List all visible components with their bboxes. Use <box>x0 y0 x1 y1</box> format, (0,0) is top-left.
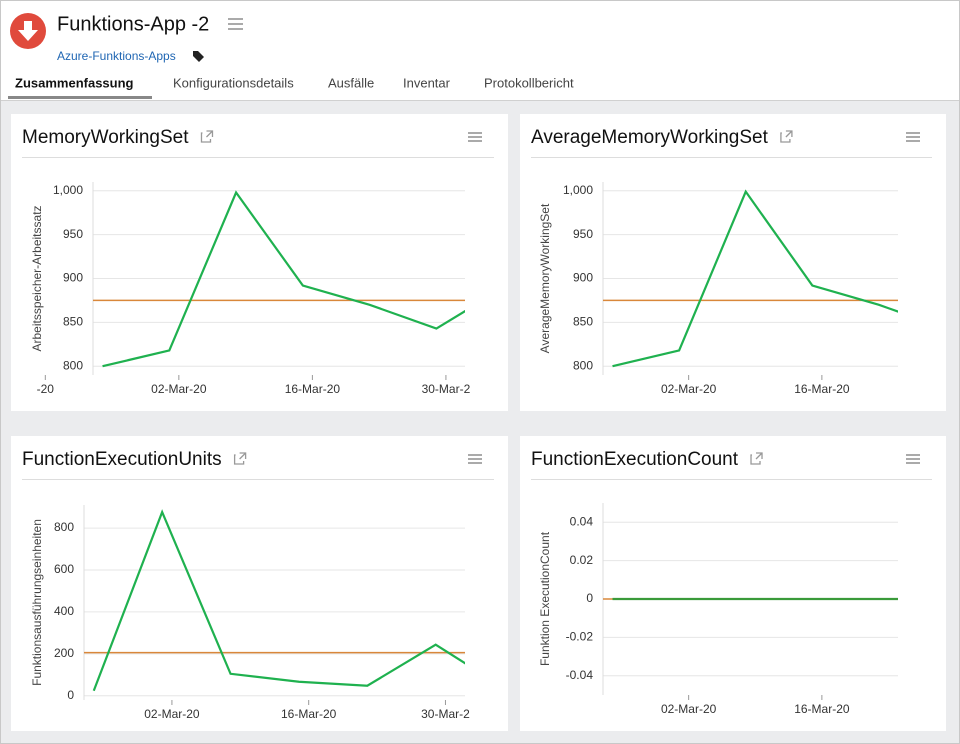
y-tick-label: 0.02 <box>570 553 594 567</box>
tab[interactable]: Konfigurationsdetails <box>173 75 294 90</box>
y-tick-label: 400 <box>54 604 74 618</box>
y-tick-label: 850 <box>573 315 593 329</box>
breadcrumb-link[interactable]: Azure-Funktions-Apps <box>57 49 176 63</box>
y-tick-label: -0.02 <box>566 630 594 644</box>
x-tick-label: 16-Mar-20 <box>281 707 337 721</box>
chart-title: FunctionExecutionUnits <box>22 449 222 470</box>
x-tick-label: 30-Mar-2 <box>421 707 470 721</box>
y-tick-label: 950 <box>63 227 83 241</box>
y-axis-title: AverageMemoryWorkingSet <box>538 203 552 353</box>
y-tick-label: 0 <box>67 688 74 702</box>
y-tick-label: 850 <box>63 315 83 329</box>
x-tick-label: 02-Mar-20 <box>661 702 717 716</box>
y-tick-label: 0.04 <box>570 514 594 528</box>
x-tick-label: 16-Mar-20 <box>285 382 341 396</box>
y-tick-label: 800 <box>54 520 74 534</box>
tab[interactable]: Zusammenfassung <box>15 75 134 90</box>
chart-title: MemoryWorkingSet <box>22 127 189 148</box>
x-tick-label: 02-Mar-20 <box>661 382 717 396</box>
chart-panel: FunctionExecutionCount 0.04 0.02 0 -0.02 -0.0… <box>520 436 946 731</box>
x-tick-label: 02-Mar-20 <box>144 707 200 721</box>
y-tick-label: 1,000 <box>53 183 83 197</box>
chart-title: AverageMemoryWorkingSet <box>531 127 769 148</box>
y-tick-label: 1,000 <box>563 183 593 197</box>
chart-panel: AverageMemoryWorkingSet 800 850 900 950 1,000… <box>520 114 946 411</box>
y-tick-label: -0.04 <box>566 668 594 682</box>
chart-panel: FunctionExecutionUnits 0 200 400 600 800 02-Ma… <box>11 436 508 731</box>
y-axis-title: Funktionsausführungseinheiten <box>30 519 44 686</box>
x-tick-label: 02-Mar-20 <box>151 382 207 396</box>
panel <box>11 436 508 731</box>
chart-panel: MemoryWorkingSet 800 850 900 950 1,000 -20 02-M… <box>11 114 508 411</box>
menu-icon[interactable] <box>228 18 243 30</box>
y-tick-label: 800 <box>573 358 593 372</box>
tab[interactable]: Ausfälle <box>328 75 374 90</box>
chart-title: FunctionExecutionCount <box>531 449 739 470</box>
y-tick-label: 900 <box>573 271 593 285</box>
panel <box>520 436 946 731</box>
y-axis-title: Funktion ExecutionCount <box>538 531 552 666</box>
y-tick-label: 950 <box>573 227 593 241</box>
tab[interactable]: Inventar <box>403 75 451 90</box>
active-tab-underline <box>8 96 152 99</box>
y-tick-label: 0 <box>586 591 593 605</box>
x-tick-label: -20 <box>37 382 55 396</box>
y-tick-label: 200 <box>54 646 74 660</box>
y-tick-label: 900 <box>63 271 83 285</box>
tab[interactable]: Protokollbericht <box>484 75 574 90</box>
x-tick-label: 16-Mar-20 <box>794 702 850 716</box>
x-tick-label: 16-Mar-20 <box>794 382 850 396</box>
x-tick-label: 30-Mar-2 <box>422 382 471 396</box>
y-axis-title: Arbeitsspeicher-Arbeitssatz <box>30 205 44 351</box>
page-title: Funktions-App -2 <box>57 13 209 35</box>
y-tick-label: 600 <box>54 562 74 576</box>
y-tick-label: 800 <box>63 358 83 372</box>
